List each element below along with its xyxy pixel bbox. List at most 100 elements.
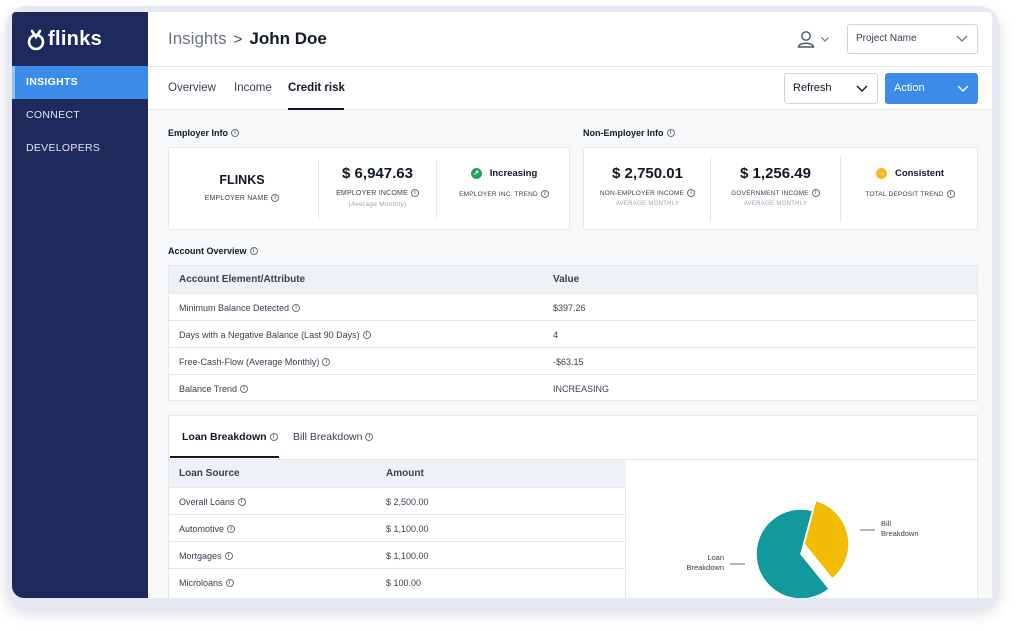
row-value: $397.26 [553,303,586,313]
divider [169,459,979,460]
project-select[interactable]: Project Name [847,24,978,54]
non-employer-income-label: NON-EMPLOYER INCOME i [584,189,711,197]
employer-name-value: FLINKS [219,173,265,187]
column-header-value: Value [553,274,580,285]
info-icon[interactable]: i [237,498,246,506]
row-value: 4 [553,330,559,340]
employer-info-title: Employer Info i [168,128,240,138]
table-row: Automotive i $ 1,100.00 [169,514,626,541]
sidebar-item-connect[interactable]: CONNECT [26,109,81,121]
employer-trend-value: Increasing [489,168,538,179]
page-title: John Doe [249,29,327,48]
deposit-trend-label: TOTAL DEPOSIT TREND i [841,190,979,198]
legend-label-loan-breakdown: Loan Breakdown [686,553,724,572]
tab-loan-breakdown[interactable]: Loan Breakdown i [182,431,278,443]
tab-overview[interactable]: Overview [168,82,216,94]
deposit-trend-metric: → Consistent TOTAL DEPOSIT TREND i [841,168,979,198]
table-row: Overall Loans i $ 2,500.00 [169,487,626,514]
info-icon[interactable]: i [271,194,280,202]
action-button[interactable]: Action [885,73,978,104]
employer-name-label: EMPLOYER NAME i [169,194,315,202]
row-value: -$63.15 [553,357,584,367]
main-content: Insights > John Doe Project Name [148,12,992,598]
row-amount: $ 1,100.00 [386,524,429,534]
column-header-amount: Amount [386,468,424,479]
tab-credit-risk[interactable]: Credit risk [288,82,345,94]
info-icon[interactable]: i [322,358,331,366]
info-icon[interactable]: i [410,189,419,197]
sidebar-item-developers[interactable]: DEVELOPERS [26,142,101,154]
breadcrumb-parent[interactable]: Insights [168,29,227,48]
trend-up-icon: ↗ [470,168,482,179]
column-header-attribute: Account Element/Attribute [179,274,306,285]
row-loan-source-text: Overall Loans [179,497,235,507]
row-attribute: Minimum Balance Detected i [179,303,301,313]
table-header: Account Element/Attribute Value [169,266,977,293]
info-icon[interactable]: i [225,579,234,587]
employer-info-card: FLINKS EMPLOYER NAME i $ 6,947.63 EMPLOYE… [168,147,570,230]
sidebar: flinks INSIGHTS CONNECT DEVELOPERS [12,12,148,598]
info-icon[interactable]: i [240,385,249,393]
deposit-trend: → Consistent [841,168,979,179]
refresh-label: Refresh [793,82,832,94]
row-attribute-text: Balance Trend [179,384,238,394]
pie-slice-loan-breakdown[interactable] [755,508,831,598]
employer-income-metric: $ 6,947.63 EMPLOYER INCOME i (Average Mon… [319,165,436,208]
government-income-sub: AVERAGE MONTHLY [743,201,808,207]
non-employer-info-card: $ 2,750.01 NON-EMPLOYER INCOME i AVERAGE … [583,147,978,230]
row-amount: $ 2,500.00 [386,497,429,507]
info-icon[interactable]: i [224,552,233,560]
info-icon[interactable]: i [227,525,236,533]
sidebar-item-insights[interactable]: INSIGHTS [12,66,148,99]
row-loan-source-text: Automotive [179,524,225,534]
info-icon[interactable]: i [687,189,696,197]
action-label: Action [894,82,925,94]
table-row: Minimum Balance Detected i $397.26 [169,293,977,320]
info-icon[interactable]: i [946,190,955,198]
row-attribute: Free-Cash-Flow (Average Monthly) i [179,357,331,367]
tab-loan-breakdown-label: Loan Breakdown [182,431,267,443]
row-loan-source: Automotive i [179,524,236,534]
column-header-loan-source: Loan Source [179,468,240,479]
info-icon[interactable]: i [362,331,371,339]
employer-income-value: $ 6,947.63 [342,165,413,182]
row-attribute-text: Minimum Balance Detected [179,303,290,313]
app-window: flinks INSIGHTS CONNECT DEVELOPERS Insig… [12,12,992,598]
info-icon[interactable]: i [269,433,278,441]
divider [436,160,437,220]
table-row: Mortgages i $ 1,100.00 [169,541,626,568]
non-employer-income-metric: $ 2,750.01 NON-EMPLOYER INCOME i AVERAGE … [584,165,711,207]
table-row: Free-Cash-Flow (Average Monthly) i -$63.1… [169,347,977,374]
government-income-label-text: GOVERNMENT INCOME [731,189,809,197]
chevron-down-icon [856,85,868,92]
user-menu[interactable] [796,29,831,49]
active-tab-indicator [288,108,344,110]
employer-trend-label: EMPLOYER INC. TREND i [437,190,571,198]
pie-slice-bill-breakdown[interactable] [803,499,850,581]
info-icon[interactable]: i [540,190,549,198]
info-icon[interactable]: i [249,247,258,255]
employer-income-label: EMPLOYER INCOME i [319,189,436,197]
user-icon [797,31,815,48]
non-employer-info-title-text: Non-Employer Info [583,128,664,138]
info-icon[interactable]: i [292,304,301,312]
tab-bill-breakdown[interactable]: Bill Breakdown i [293,431,374,443]
info-icon[interactable]: i [666,129,675,137]
chevron-down-icon [957,85,969,92]
row-attribute: Days with a Negative Balance (Last 90 Da… [179,330,371,340]
chevron-down-icon [956,35,968,42]
info-icon[interactable]: i [231,129,240,137]
refresh-button[interactable]: Refresh [784,73,878,104]
government-income-label: GOVERNMENT INCOME i [711,189,840,197]
row-loan-source-text: Microloans [179,578,223,588]
non-employer-income-label-text: NON-EMPLOYER INCOME [599,189,685,197]
non-employer-income-value: $ 2,750.01 [612,165,683,182]
employer-income-label-text: EMPLOYER INCOME [336,189,408,197]
top-bar: Insights > John Doe Project Name [148,12,992,67]
breadcrumb: Insights > John Doe [168,29,327,49]
info-icon[interactable]: i [811,189,820,197]
info-icon[interactable]: i [365,433,374,441]
flinks-logo[interactable]: flinks [26,28,102,51]
tab-income[interactable]: Income [234,82,272,94]
loan-pie-chart: Bill Breakdown Loan Breakdown [686,499,919,598]
